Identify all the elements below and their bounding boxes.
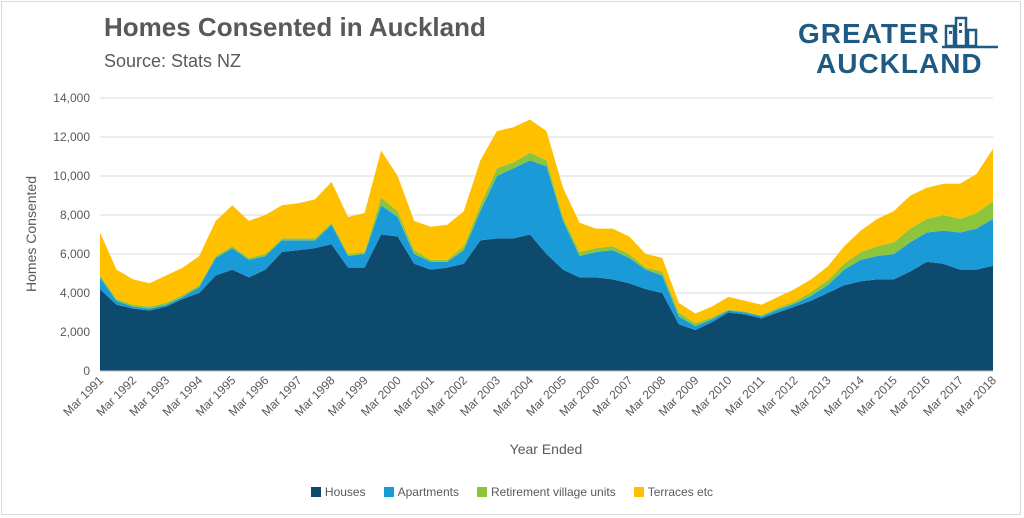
legend-swatch bbox=[310, 487, 321, 497]
legend-item: Terraces etc bbox=[633, 485, 714, 499]
chart-title: Homes Consented in Auckland bbox=[104, 12, 486, 42]
chart-subtitle: Source: Stats NZ bbox=[104, 51, 242, 71]
x-axis-label: Year Ended bbox=[510, 441, 583, 457]
y-tick-label: 12,000 bbox=[53, 130, 90, 144]
legend-item: Houses bbox=[310, 485, 366, 499]
legend-swatch bbox=[476, 487, 487, 497]
y-tick-label: 8,000 bbox=[60, 208, 90, 222]
area-terraces-etc bbox=[100, 119, 993, 324]
y-axis-label: Homes Consented bbox=[23, 176, 39, 292]
logo-line-1: GREATER bbox=[798, 18, 940, 49]
chart-legend: Houses Apartments Retirement village units… bbox=[0, 485, 1024, 499]
area-series bbox=[100, 119, 993, 371]
logo-line-2: AUCKLAND bbox=[816, 48, 983, 79]
legend-item: Retirement village units bbox=[476, 485, 616, 499]
legend-item: Apartments bbox=[383, 485, 459, 499]
y-tick-label: 6,000 bbox=[60, 247, 90, 261]
legend-label: Retirement village units bbox=[490, 485, 616, 499]
legend-swatch bbox=[633, 487, 644, 497]
legend-swatch bbox=[383, 487, 394, 497]
greater-auckland-logo: GREATER AUCKLAND bbox=[792, 14, 1004, 80]
area-houses bbox=[100, 234, 993, 371]
legend-label: Apartments bbox=[397, 485, 459, 499]
y-tick-label: 10,000 bbox=[53, 169, 90, 183]
y-axis-ticks: 0 2,000 4,000 6,000 8,000 10,000 12,000 14,000 bbox=[53, 91, 90, 378]
y-tick-label: 14,000 bbox=[53, 91, 90, 105]
y-tick-label: 2,000 bbox=[60, 325, 90, 339]
city-skyline-icon bbox=[942, 16, 998, 49]
legend-label: Houses bbox=[324, 485, 366, 499]
y-tick-label: 0 bbox=[83, 364, 90, 378]
legend-label: Terraces etc bbox=[647, 485, 714, 499]
y-tick-label: 4,000 bbox=[60, 286, 90, 300]
area-apartments bbox=[100, 160, 993, 331]
